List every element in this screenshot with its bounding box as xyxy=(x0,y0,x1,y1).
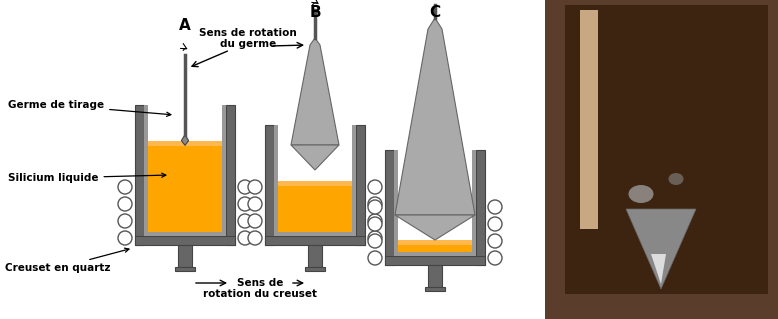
Circle shape xyxy=(488,200,502,214)
Circle shape xyxy=(118,231,132,245)
Circle shape xyxy=(248,231,262,245)
Bar xyxy=(305,267,325,271)
Text: rotation du creuset: rotation du creuset xyxy=(203,289,317,299)
Circle shape xyxy=(368,217,382,231)
Text: A: A xyxy=(179,18,191,33)
Text: Sens de: Sens de xyxy=(237,278,283,288)
Text: Germe de tirage: Germe de tirage xyxy=(8,100,171,116)
Bar xyxy=(398,240,472,245)
Polygon shape xyxy=(651,254,666,284)
Text: Silicium liquide: Silicium liquide xyxy=(8,173,166,183)
Bar xyxy=(425,287,445,291)
Bar xyxy=(148,141,222,232)
Text: du germe: du germe xyxy=(220,39,276,49)
Bar xyxy=(580,10,598,229)
Circle shape xyxy=(368,234,382,248)
Text: C: C xyxy=(429,5,440,20)
Circle shape xyxy=(118,214,132,228)
Bar xyxy=(394,252,476,256)
Bar xyxy=(178,245,192,267)
Circle shape xyxy=(238,231,252,245)
Bar xyxy=(394,150,476,256)
Circle shape xyxy=(248,214,262,228)
Circle shape xyxy=(118,197,132,211)
Circle shape xyxy=(488,251,502,265)
Text: Creuset en quartz: Creuset en quartz xyxy=(5,248,129,273)
Circle shape xyxy=(238,214,252,228)
Bar xyxy=(175,267,195,271)
Bar xyxy=(394,150,398,256)
Bar xyxy=(144,232,226,236)
Bar xyxy=(545,0,778,319)
Bar xyxy=(274,125,278,236)
Bar xyxy=(144,105,148,236)
Bar xyxy=(274,232,356,236)
Circle shape xyxy=(368,231,382,245)
Circle shape xyxy=(488,234,502,248)
Bar xyxy=(135,236,235,245)
Bar xyxy=(274,125,356,236)
Circle shape xyxy=(238,180,252,194)
Polygon shape xyxy=(291,38,339,145)
Bar xyxy=(265,236,365,245)
Circle shape xyxy=(368,251,382,265)
Bar xyxy=(356,125,365,245)
Circle shape xyxy=(118,180,132,194)
Bar xyxy=(472,150,476,256)
Polygon shape xyxy=(395,215,475,240)
Polygon shape xyxy=(395,18,475,215)
Text: B: B xyxy=(309,5,321,20)
Bar xyxy=(565,5,768,294)
Bar xyxy=(428,265,442,287)
Circle shape xyxy=(248,197,262,211)
Circle shape xyxy=(368,214,382,228)
Bar xyxy=(278,181,352,232)
Bar xyxy=(226,105,235,245)
Circle shape xyxy=(248,180,262,194)
Ellipse shape xyxy=(629,185,654,203)
Bar xyxy=(308,245,322,267)
Bar xyxy=(352,125,356,236)
Bar xyxy=(135,105,144,245)
Ellipse shape xyxy=(668,173,684,185)
Circle shape xyxy=(368,197,382,211)
Bar xyxy=(385,150,394,265)
Bar xyxy=(265,125,274,245)
Polygon shape xyxy=(181,135,188,145)
Circle shape xyxy=(238,197,252,211)
Bar xyxy=(148,141,222,145)
Bar xyxy=(222,105,226,236)
Circle shape xyxy=(368,180,382,194)
Bar xyxy=(385,256,485,265)
Text: Sens de rotation: Sens de rotation xyxy=(199,28,297,38)
Bar xyxy=(144,105,226,236)
Polygon shape xyxy=(291,145,339,170)
Bar xyxy=(278,181,352,186)
Circle shape xyxy=(488,217,502,231)
Bar xyxy=(476,150,485,265)
Bar xyxy=(398,240,472,252)
Polygon shape xyxy=(626,209,696,289)
Circle shape xyxy=(368,200,382,214)
